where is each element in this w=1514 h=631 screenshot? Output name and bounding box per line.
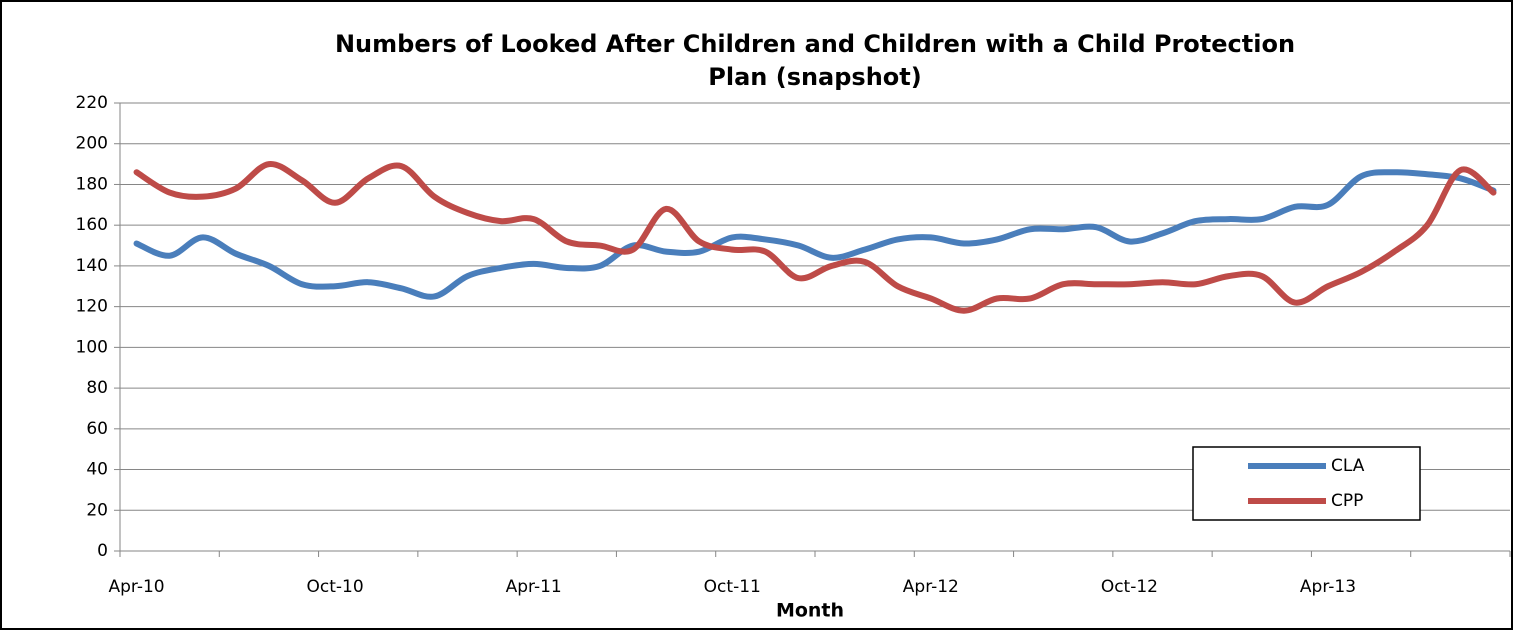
y-tick-label: 220 — [76, 93, 108, 113]
x-tick-label: Apr-10 — [109, 577, 165, 597]
y-tick-label: 100 — [76, 337, 108, 357]
y-tick-label: 20 — [86, 500, 108, 520]
x-tick-label: Apr-12 — [903, 577, 959, 597]
x-tick-label: Oct-10 — [307, 577, 364, 597]
y-tick-label: 40 — [86, 460, 108, 480]
y-tick-label: 0 — [97, 541, 108, 561]
legend-label: CPP — [1331, 491, 1363, 511]
y-tick-label: 160 — [76, 215, 108, 235]
x-axis-label: Month — [776, 600, 844, 622]
y-tick-label: 80 — [86, 378, 108, 398]
x-tick-label: Oct-11 — [704, 577, 761, 597]
series-line — [133, 161, 1497, 314]
y-tick-label: 180 — [76, 174, 108, 194]
legend-label: CLA — [1331, 456, 1365, 476]
chart-title: Numbers of Looked After Children and Chi… — [334, 30, 1296, 91]
y-tick-label: 140 — [76, 256, 108, 276]
y-tick-label: 60 — [86, 419, 108, 439]
y-tick-label: 200 — [76, 134, 108, 154]
series-line — [133, 169, 1497, 300]
x-tick-label: Oct-12 — [1101, 577, 1158, 597]
x-tick-label: Apr-11 — [506, 577, 562, 597]
x-tick-label: Apr-13 — [1300, 577, 1356, 597]
legend-box — [1192, 446, 1421, 521]
y-tick-label: 120 — [76, 297, 108, 317]
